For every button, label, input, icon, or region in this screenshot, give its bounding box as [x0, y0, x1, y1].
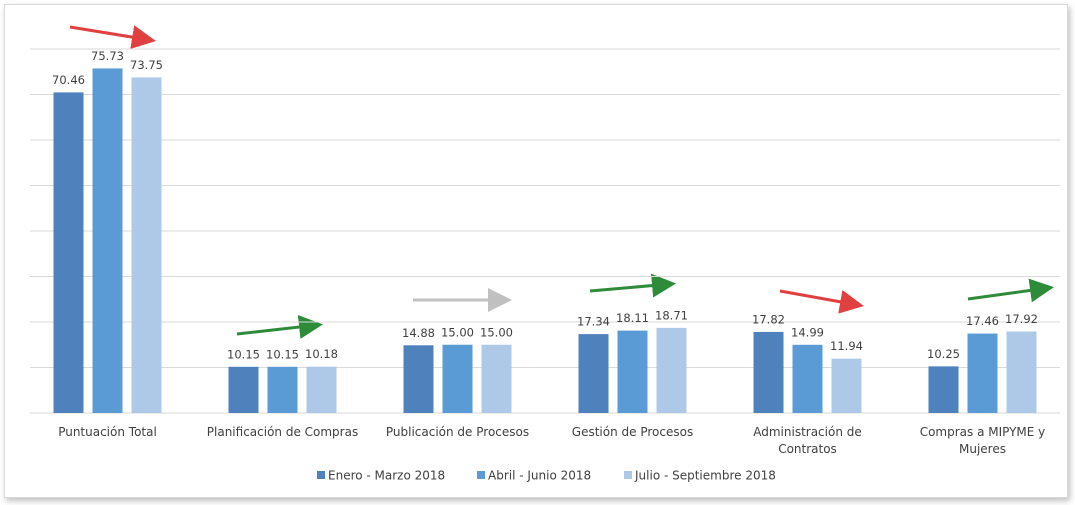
data-label: 10.15	[227, 347, 260, 361]
data-label: 11.94	[830, 339, 863, 353]
data-label: 15.00	[480, 325, 513, 339]
data-label: 18.71	[655, 308, 688, 322]
bar	[1006, 331, 1037, 413]
bar	[131, 77, 162, 413]
data-label: 17.92	[1005, 312, 1038, 326]
data-label: 14.99	[791, 325, 824, 339]
bar	[92, 68, 123, 413]
data-label: 17.46	[966, 314, 999, 328]
legend-swatch	[317, 471, 325, 479]
data-label: 15.00	[441, 325, 474, 339]
data-label: 10.15	[266, 347, 299, 361]
bar	[267, 366, 298, 413]
data-label: 75.73	[91, 49, 124, 63]
bar	[656, 327, 687, 413]
x-tick-label: Gestión de Procesos	[571, 425, 694, 439]
trend-arrow	[69, 25, 156, 49]
data-label: 17.34	[577, 315, 610, 329]
bar	[928, 366, 959, 413]
x-tick-label: Publicación de Procesos	[385, 425, 530, 439]
data-label: 70.46	[52, 73, 85, 87]
bar	[403, 345, 434, 413]
legend-label: Enero - Marzo 2018	[328, 469, 445, 483]
bar	[617, 330, 648, 413]
chart-frame	[4, 4, 1068, 498]
trend-arrow	[589, 273, 676, 298]
data-label: 18.11	[616, 311, 649, 325]
legend-label: Julio - Septiembre 2018	[634, 469, 776, 483]
bar	[481, 344, 512, 413]
legend-label: Abril - Junio 2018	[488, 469, 591, 483]
trend-arrow	[236, 315, 323, 339]
bar	[753, 331, 784, 413]
data-label: 14.88	[402, 326, 435, 340]
x-tick-label: Planificación de Compras	[206, 425, 359, 439]
trend-arrow	[967, 278, 1054, 303]
x-tick-label: Compras a MIPYME y Mujeres	[919, 425, 1046, 456]
bar	[831, 358, 862, 413]
bar	[792, 344, 823, 413]
data-label: 17.82	[752, 312, 785, 326]
legend-swatch	[624, 471, 632, 479]
bar	[578, 334, 609, 413]
legend-swatch	[477, 471, 485, 479]
trend-arrow	[779, 289, 864, 314]
bar	[228, 366, 259, 413]
bar	[53, 92, 84, 414]
bar	[442, 344, 473, 413]
data-label: 10.25	[927, 347, 960, 361]
data-label: 73.75	[130, 58, 163, 72]
x-tick-label: Administración de Contratos	[753, 425, 862, 456]
trend-arrows	[69, 25, 1054, 339]
bar	[306, 366, 337, 413]
data-label: 10.18	[305, 347, 338, 361]
x-tick-label: Puntuación Total	[58, 425, 157, 439]
bar	[967, 333, 998, 413]
